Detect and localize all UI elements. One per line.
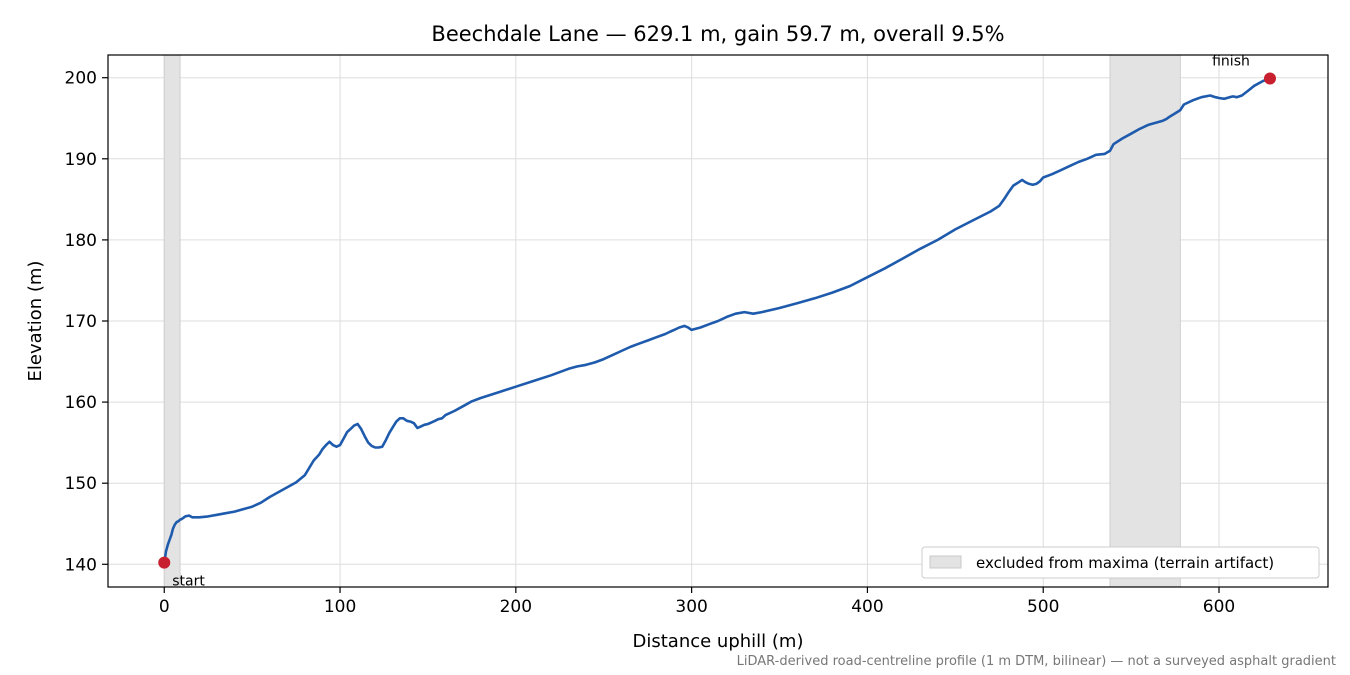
legend-label-excluded: excluded from maxima (terrain artifact): [976, 554, 1274, 572]
x-tick-label: 100: [324, 597, 356, 617]
axis-ticks: 0 100 200 300 400 500 600 140 150 160 170 180 190 200: [65, 69, 1236, 617]
chart-title: Beechdale Lane — 629.1 m, gain 59.7 m, o…: [431, 22, 1004, 46]
x-tick-label: 600: [1203, 597, 1235, 617]
legend-swatch-excluded: [929, 555, 962, 569]
legend-frame: [921, 546, 1320, 579]
y-tick-label: 150: [65, 474, 97, 494]
start-label: start: [172, 574, 205, 590]
x-tick-label: 0: [159, 597, 170, 617]
y-tick-label: 160: [65, 393, 97, 413]
source-footnote: LiDAR-derived road-centreline profile (1…: [737, 654, 1336, 669]
finish-marker: [1263, 72, 1276, 85]
y-axis-label: Elevation (m): [25, 261, 46, 382]
y-tick-label: 200: [65, 69, 97, 89]
legend: excluded from maxima (terrain artifact): [921, 546, 1320, 579]
x-tick-label: 200: [500, 597, 532, 617]
x-tick-label: 300: [675, 597, 707, 617]
x-axis-label: Distance uphill (m): [633, 631, 804, 652]
elevation-profile-line: [163, 77, 1272, 564]
x-tick-label: 500: [1027, 597, 1059, 617]
x-tick-label: 400: [851, 597, 883, 617]
y-tick-label: 140: [65, 555, 97, 575]
y-tick-label: 170: [65, 312, 97, 332]
excluded-span: [163, 54, 181, 588]
finish-label: finish: [1212, 54, 1250, 70]
endpoint-markers: start finish: [158, 54, 1276, 590]
y-tick-label: 180: [65, 231, 97, 251]
y-tick-label: 190: [65, 150, 97, 170]
excluded-spans: [163, 54, 1181, 588]
excluded-span: [1109, 54, 1181, 588]
start-marker: [158, 556, 171, 569]
